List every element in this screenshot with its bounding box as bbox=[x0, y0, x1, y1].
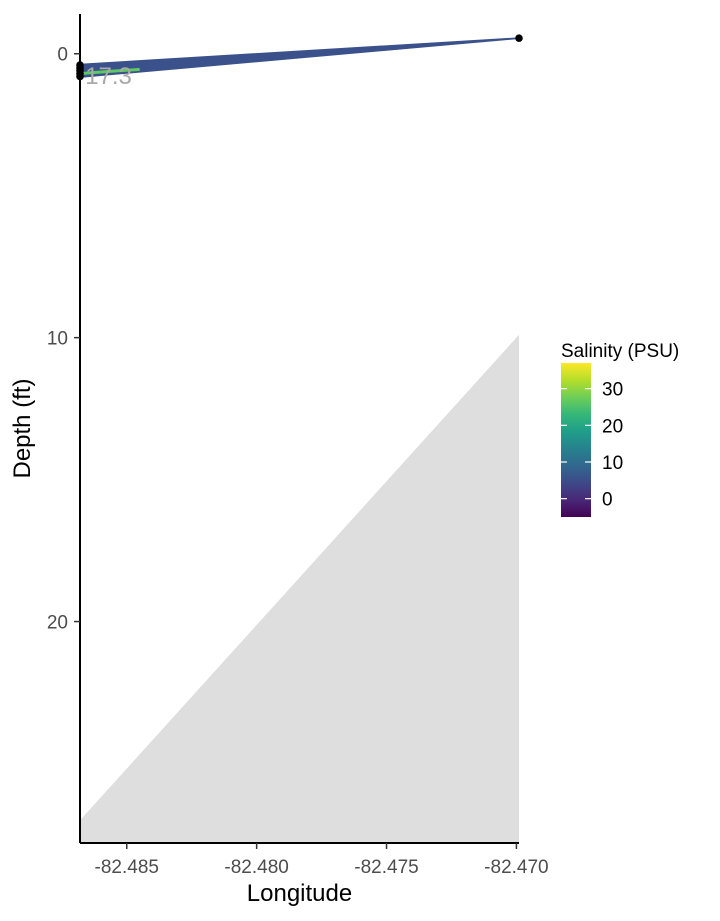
legend-tick-label: 20 bbox=[602, 416, 623, 437]
y-axis-title: Depth (ft) bbox=[9, 378, 36, 478]
plot-panel: 17.3 bbox=[76, 34, 523, 843]
legend-tick-label: 30 bbox=[602, 380, 623, 401]
x-tick-label: -82.475 bbox=[354, 857, 418, 878]
station-point bbox=[515, 34, 523, 42]
y-axis-ticks: 0 10 20 bbox=[47, 45, 80, 634]
legend-tick-label: 0 bbox=[602, 490, 613, 511]
legend-ticks: 0 10 20 30 bbox=[561, 380, 623, 511]
salinity-legend: Salinity (PSU) 0 10 20 30 bbox=[561, 341, 679, 517]
contour-label: 17.3 bbox=[85, 63, 132, 90]
y-tick-label: 10 bbox=[47, 329, 68, 350]
x-tick-label: -82.470 bbox=[484, 857, 548, 878]
y-tick-label: 0 bbox=[57, 45, 68, 66]
y-tick-label: 20 bbox=[47, 613, 68, 634]
x-axis-title: Longitude bbox=[247, 880, 352, 907]
salinity-field-area bbox=[80, 37, 519, 78]
x-axis-ticks: -82.485 -82.480 -82.475 -82.470 bbox=[95, 843, 549, 878]
x-tick-label: -82.480 bbox=[224, 857, 288, 878]
legend-tick-label: 10 bbox=[602, 453, 623, 474]
legend-title: Salinity (PSU) bbox=[561, 341, 679, 362]
x-tick-label: -82.485 bbox=[95, 857, 159, 878]
salinity-contour-line bbox=[79, 67, 140, 76]
seafloor-area bbox=[80, 334, 519, 843]
legend-colorbar bbox=[561, 363, 591, 517]
